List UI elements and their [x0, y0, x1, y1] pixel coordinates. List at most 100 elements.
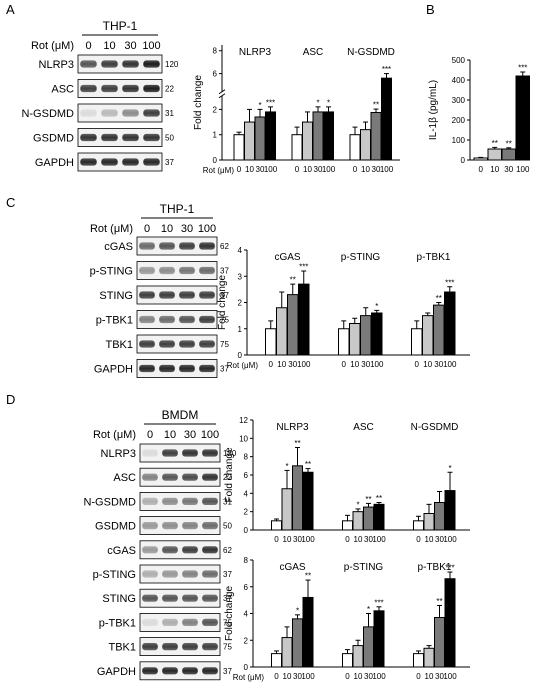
- blot-band: [202, 618, 218, 626]
- bar: [363, 626, 374, 668]
- x-tick-label: 0: [295, 165, 300, 174]
- blot-band: [122, 133, 139, 142]
- bar: [292, 618, 303, 668]
- blot-dose-label: 100: [198, 223, 216, 235]
- x-tick-label: 100: [443, 672, 457, 681]
- blot-dose-label: 10: [161, 223, 173, 235]
- x-tick-label: 10: [423, 360, 432, 369]
- blot-strip: [136, 236, 218, 256]
- x-tick-label: 10: [361, 165, 370, 174]
- blot-strip: [139, 637, 221, 656]
- blot-strip: [77, 128, 163, 147]
- blot-band: [159, 340, 175, 348]
- blot-band: [143, 84, 160, 93]
- y-tick-label: 400: [452, 76, 466, 85]
- x-tick-label: 100: [443, 535, 457, 544]
- x-tick-label: 100: [380, 165, 394, 174]
- bar: [413, 653, 424, 668]
- blot-dose-label: 0: [147, 429, 153, 441]
- x-tick-label: 100: [301, 672, 315, 681]
- y-tick-label: 10: [239, 434, 248, 443]
- western-blot-c: THP-1 Rot (μM) 0 10 30 100 cGAS 62 p-STING 37 STIN…: [90, 202, 229, 378]
- blot-row-label: STING: [99, 290, 133, 302]
- blot-row-label: GSDMD: [95, 521, 136, 533]
- bar: [281, 637, 293, 668]
- significance-label: *: [356, 500, 359, 509]
- blot-band: [202, 546, 218, 554]
- blot-mw-label: 37: [220, 365, 229, 374]
- y-axis-label: Fold change: [217, 275, 228, 330]
- blot-band: [101, 158, 118, 166]
- bar: [444, 291, 456, 356]
- x-axis-label: Rot (μM): [227, 361, 259, 370]
- blot-mw-label: 75: [223, 618, 232, 627]
- x-tick-label: 30: [288, 360, 297, 369]
- blot-band: [159, 315, 175, 324]
- bar: [370, 111, 382, 161]
- y-tick-label: 200: [452, 116, 466, 125]
- x-tick-label: 0: [416, 535, 421, 544]
- y-axis-label: IL-1β (pg/mL): [428, 80, 439, 140]
- blot-strip: [139, 588, 221, 608]
- western-blot-a: THP-1 Rot (μM) 0 10 30 100 NLRP3 120 ASC 22 N-GSDM…: [21, 19, 179, 172]
- blot-band: [122, 109, 139, 117]
- bar: [444, 490, 456, 531]
- blot-band: [142, 522, 158, 530]
- blot-row-label: N-GSDMD: [21, 108, 74, 120]
- x-tick-label: 0: [479, 165, 484, 174]
- y-tick-label: 3: [238, 272, 243, 281]
- blot-strip: [139, 613, 221, 632]
- blot-strip: [136, 261, 218, 280]
- blot-band: [199, 364, 215, 373]
- blot-band: [143, 109, 160, 117]
- bar: [271, 653, 282, 668]
- group-label: N-GSDMD: [411, 422, 459, 433]
- x-tick-label: 10: [425, 535, 434, 544]
- axis-break-mark: [218, 93, 226, 99]
- blot-band: [142, 667, 158, 675]
- blot-band: [199, 266, 215, 275]
- y-tick-label: 100: [452, 136, 466, 145]
- blot-mw-label: 75: [220, 316, 229, 325]
- blot-band: [142, 473, 158, 481]
- blot-mw-label: 22: [223, 473, 232, 482]
- y-tick-label: 4: [244, 489, 249, 498]
- blot-band: [80, 109, 97, 117]
- y-axis-label: Fold change: [224, 447, 235, 502]
- blot-band: [179, 364, 195, 373]
- x-tick-label: 30: [504, 165, 513, 174]
- blot-band: [162, 473, 178, 481]
- blot-band: [179, 315, 195, 324]
- x-tick-label: 0: [415, 360, 420, 369]
- x-tick-label: 0: [274, 672, 279, 681]
- significance-label: *: [367, 605, 370, 614]
- blot-band: [182, 618, 198, 626]
- x-tick-label: 30: [435, 672, 444, 681]
- blot-row-label: NLRP3: [39, 59, 74, 71]
- blot-band: [142, 643, 158, 651]
- significance-label: **: [305, 572, 311, 581]
- blot-band: [139, 315, 155, 324]
- blot-row-label: ASC: [51, 84, 74, 96]
- blot-dose-label: 100: [142, 40, 160, 52]
- bar: [434, 617, 445, 668]
- blot-band: [162, 643, 178, 651]
- blot-band: [182, 594, 198, 602]
- y-tick-label: 4: [244, 610, 249, 619]
- group-label: p-STING: [341, 252, 381, 263]
- blot-band: [142, 546, 158, 554]
- bar: [342, 653, 353, 668]
- x-tick-label: 0: [237, 165, 242, 174]
- blot-band: [182, 473, 198, 481]
- y-tick-label: 1: [238, 325, 243, 334]
- blot-band: [139, 242, 155, 250]
- significance-label: **: [373, 101, 379, 110]
- blot-band: [182, 643, 198, 651]
- significance-label: ***: [445, 278, 454, 287]
- significance-label: *: [448, 464, 451, 473]
- blot-row-label: GAPDH: [35, 157, 74, 169]
- bar: [434, 502, 445, 531]
